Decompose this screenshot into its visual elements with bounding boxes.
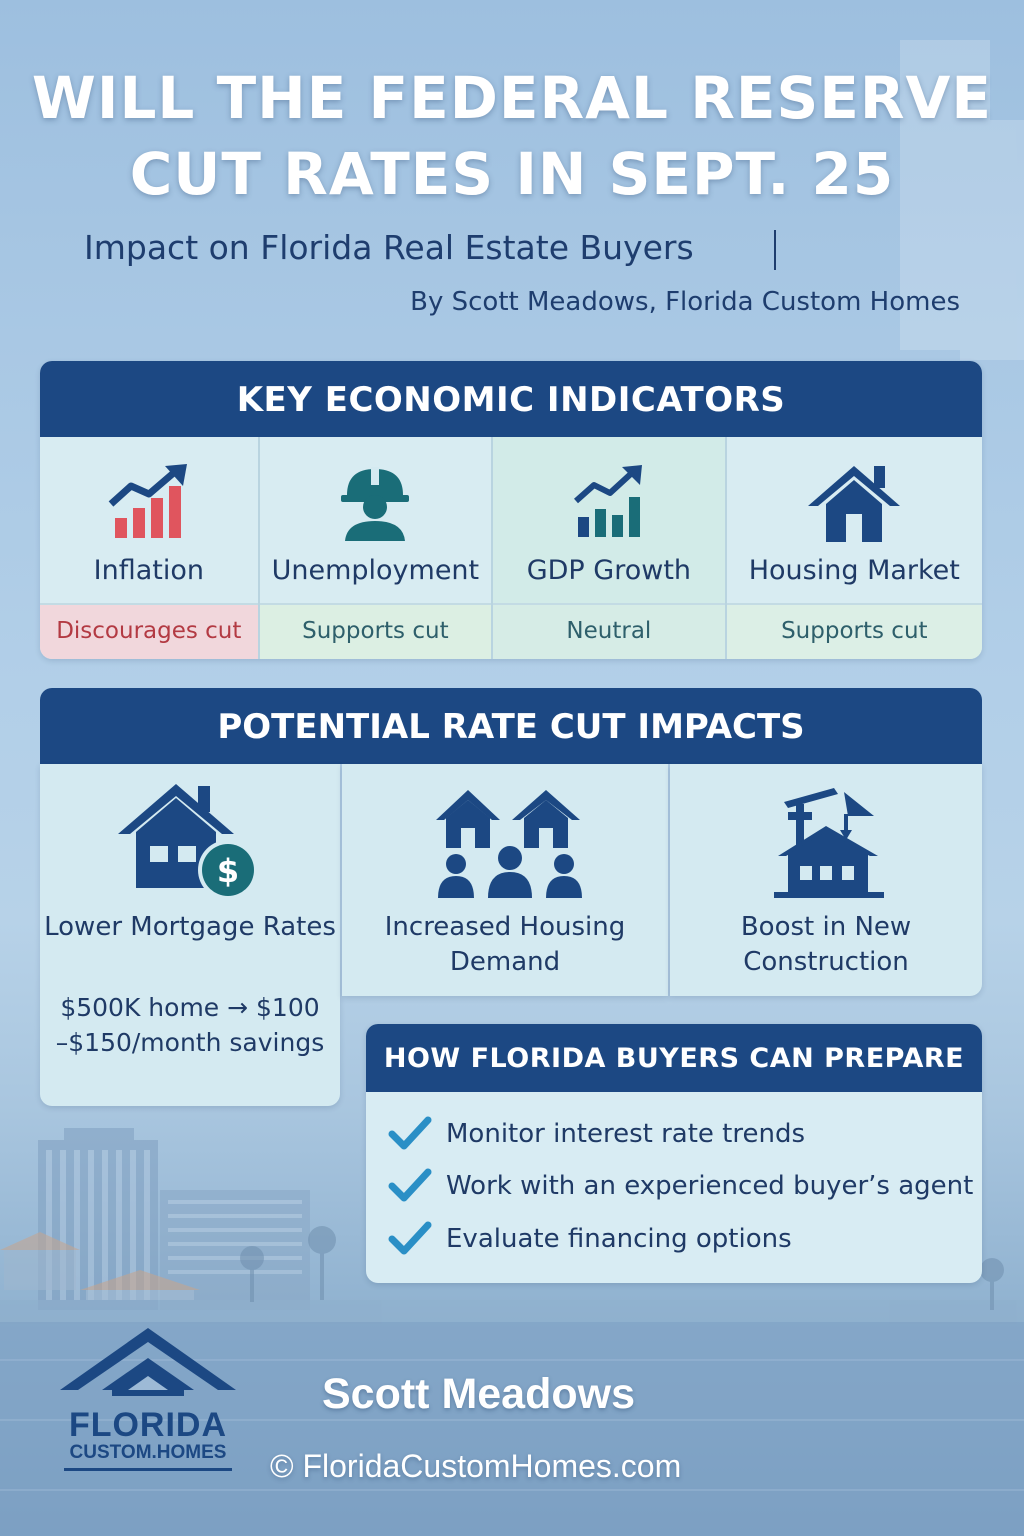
- logo-house-roof-icon: [60, 1328, 236, 1396]
- florida-custom-homes-logo: FLORIDA CUSTOM.HOMES: [58, 1326, 238, 1476]
- prepare-item-text: Evaluate financing options: [446, 1224, 792, 1254]
- prepare-item: Work with an experienced buyer’s agent: [388, 1166, 973, 1206]
- key-economic-indicators-panel: KEY ECONOMIC INDICATORS Inflation Discou…: [40, 361, 982, 659]
- author-name: Scott Meadows: [322, 1370, 635, 1418]
- subtitle-divider: [774, 230, 776, 270]
- website-link[interactable]: © FloridaCustomHomes.com: [270, 1448, 682, 1484]
- prepare-item-text: Monitor interest rate trends: [446, 1119, 806, 1149]
- indicator-unemployment: Unemployment Supports cut: [259, 437, 494, 659]
- rising-bar-chart-icon: [107, 463, 191, 543]
- indicator-status: Supports cut: [259, 603, 492, 659]
- impact-boost-in-new-construction: Boost in New Construction: [670, 764, 982, 996]
- byline: By Scott Meadows, Florida Custom Homes: [410, 287, 960, 317]
- impact-title: Boost in New Construction: [740, 912, 912, 977]
- page-title: WILL THE FEDERAL RESERVE CUT RATES IN SE…: [0, 60, 1024, 212]
- high-rise-building: [38, 1128, 310, 1310]
- house-crane-icon: [774, 786, 886, 902]
- impact-savings-detail: $500K home → $100 –$150/month savings: [55, 993, 325, 1057]
- indicator-label: GDP Growth: [526, 555, 692, 586]
- impact-lower-mortgage-rates: $ Lower Mortgage Rates $500K home → $100…: [40, 764, 340, 1106]
- prepare-item: Monitor interest rate trends: [388, 1114, 805, 1154]
- prepare-item-text: Work with an experienced buyer’s agent: [446, 1171, 974, 1201]
- logo-underline: [64, 1468, 232, 1471]
- logo-text-custom-homes: CUSTOM.HOMES: [69, 1442, 227, 1463]
- houses-people-icon: [436, 786, 584, 904]
- growth-bar-chart-icon: [572, 463, 646, 543]
- impact-title: Lower Mortgage Rates: [44, 912, 336, 942]
- house-icon: [804, 463, 904, 543]
- indicator-status: Discourages cut: [40, 603, 258, 659]
- logo-text-florida: FLORIDA: [68, 1406, 228, 1444]
- indicator-status: Neutral: [493, 603, 725, 659]
- prepare-heading: HOW FLORIDA BUYERS CAN PREPARE: [366, 1024, 982, 1092]
- indicator-housing-market: Housing Market Supports cut: [726, 437, 982, 659]
- house-dollar-icon: $: [106, 784, 266, 906]
- indicator-status: Supports cut: [726, 603, 982, 659]
- prepare-item: Evaluate financing options: [388, 1219, 792, 1259]
- title-line-1: WILL THE FEDERAL RESERVE: [31, 64, 993, 132]
- construction-worker-icon: [337, 463, 413, 543]
- subtitle: Impact on Florida Real Estate Buyers: [84, 228, 694, 267]
- svg-text:$: $: [217, 852, 239, 890]
- impact-increased-housing-demand: Increased Housing Demand: [342, 764, 668, 996]
- checkmark-icon: [388, 1168, 432, 1202]
- impact-title: Increased Housing Demand: [384, 912, 626, 977]
- checkmark-icon: [388, 1116, 432, 1150]
- prepare-panel: HOW FLORIDA BUYERS CAN PREPARE Monitor i…: [366, 1024, 982, 1283]
- indicator-label: Unemployment: [271, 555, 480, 586]
- indicator-label: Housing Market: [748, 555, 960, 586]
- indicator-label: Inflation: [93, 555, 204, 586]
- indicator-gdp-growth: GDP Growth Neutral: [493, 437, 727, 659]
- indicators-heading: KEY ECONOMIC INDICATORS: [40, 361, 982, 437]
- impacts-heading: POTENTIAL RATE CUT IMPACTS: [40, 688, 982, 764]
- title-line-2: CUT RATES IN SEPT. 25: [129, 140, 895, 208]
- indicator-inflation: Inflation Discourages cut: [40, 437, 260, 659]
- checkmark-icon: [388, 1221, 432, 1255]
